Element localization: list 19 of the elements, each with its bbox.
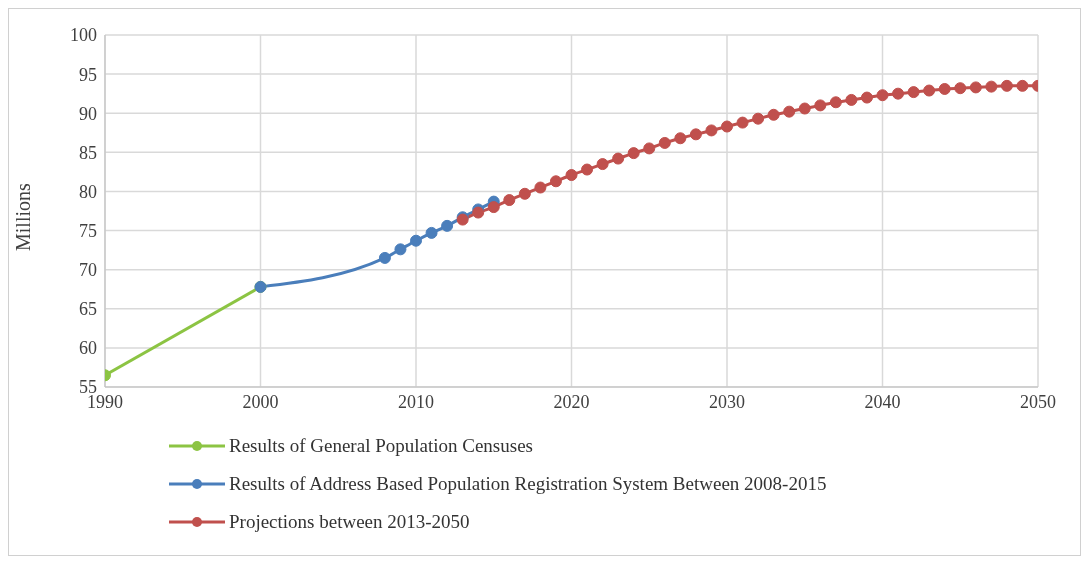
y-tick-label: 85 — [79, 142, 97, 163]
y-tick-label: 60 — [79, 338, 97, 359]
y-tick-label: 70 — [79, 260, 97, 281]
x-tick-label: 2010 — [398, 391, 434, 412]
x-tick-label: 2050 — [1020, 391, 1056, 412]
y-axis-title: Millions — [12, 182, 35, 251]
x-tick-label: 2000 — [242, 391, 279, 412]
x-tick-label: 2040 — [864, 391, 901, 412]
y-tick-label: 100 — [70, 25, 97, 46]
y-tick-label: 90 — [79, 103, 97, 124]
x-tick-label: 2020 — [553, 391, 590, 412]
legend-label: Results of Address Based Population Registration System Between 2008-2015 — [229, 473, 827, 495]
y-tick-label: 75 — [79, 220, 97, 241]
y-tick-label: 65 — [79, 299, 97, 320]
x-tick-label: 2030 — [709, 391, 745, 412]
legend-label: Projections between 2013-2050 — [229, 511, 470, 533]
y-tick-label: 95 — [79, 64, 97, 85]
legend-label: Results of General Population Censuses — [229, 435, 533, 457]
y-tick-label: 80 — [79, 181, 97, 202]
